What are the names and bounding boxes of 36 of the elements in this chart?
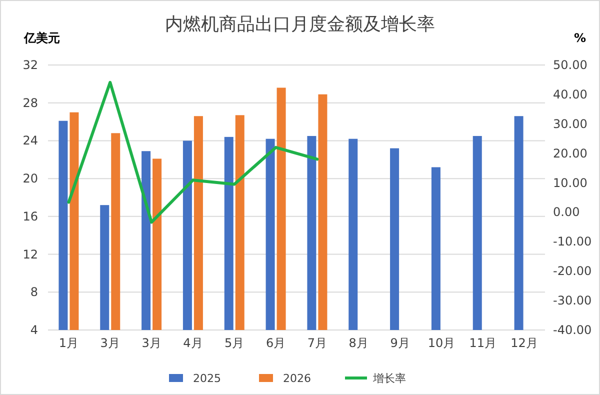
y-axis-title: 亿美元 [23,31,60,45]
y2-tick-label: -40.00 [553,323,592,337]
y2-tick-label: 40.00 [553,87,588,102]
y2-tick-label: 20.00 [553,146,588,160]
y-tick-label: 16 [22,209,38,224]
y2-tick-label: 10.00 [553,176,588,190]
y2-tick-label: -10.00 [553,234,592,249]
y-tick-label: 8 [30,285,38,300]
y2-tick-label: 50.00 [553,58,588,72]
y-tick-label: 32 [22,58,38,72]
legend-label: 增长率 [372,372,406,385]
chart-title: 内燃机商品出口月度金额及增长率 [165,14,435,35]
y2-tick-label: 0.00 [553,205,580,220]
y2-tick-label: 30.00 [553,116,588,131]
y-tick-label: 20 [22,172,38,186]
legend-label: 2026 [283,372,311,385]
y2-tick-label: -20.00 [553,264,592,278]
x-tick-label: 12月 [510,336,538,350]
x-tick-label: 11月 [469,336,497,350]
y-tick-label: 28 [22,96,38,110]
x-tick-label: 9月 [390,336,410,350]
x-tick-label: 6月 [266,336,286,350]
y-tick-label: 4 [30,323,38,337]
y2-axis-title: % [574,31,586,45]
x-tick-label: 5月 [224,336,244,350]
x-tick-label: 4月 [183,336,203,350]
y-tick-label: 24 [22,134,38,148]
x-tick-label: 10月 [428,336,456,350]
x-tick-label: 3月 [100,336,120,350]
x-tick-label: 3月 [142,336,162,350]
legend-label: 2025 [193,372,221,385]
y2-tick-label: -30.00 [553,294,592,308]
y-tick-label: 12 [22,247,38,262]
x-tick-label: 1月 [58,336,79,350]
x-tick-label: 7月 [307,336,328,350]
x-tick-label: 8月 [348,336,368,350]
